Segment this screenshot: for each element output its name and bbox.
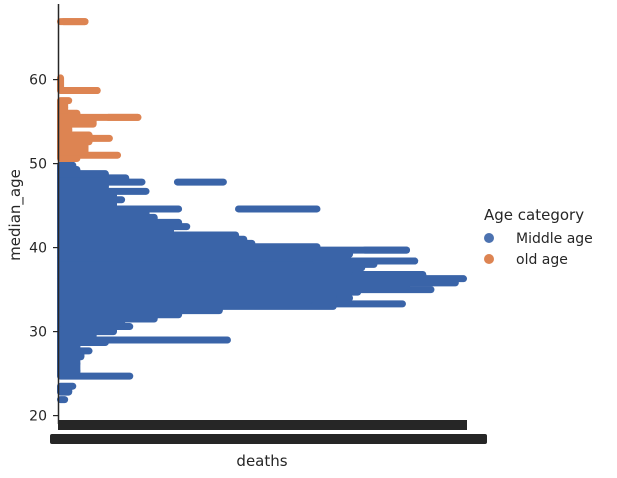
point-cluster (173, 178, 227, 186)
y-tick-label: 50 (29, 157, 47, 173)
point-fill (57, 147, 89, 156)
legend-marker-middle-age (484, 233, 494, 243)
point-band (57, 161, 77, 169)
axes: 20 30 40 50 60 (29, 4, 467, 430)
point-band (57, 396, 69, 404)
point-cluster (361, 246, 411, 254)
x-axis-label: deaths (236, 452, 287, 470)
y-tick-label: 30 (29, 325, 47, 341)
point-fill (57, 82, 65, 91)
point-band (57, 382, 77, 390)
point-cluster (80, 87, 101, 95)
point-fill (57, 363, 81, 372)
point-band (57, 336, 231, 344)
y-tick-label: 40 (29, 241, 47, 257)
x-axis-band (58, 420, 467, 430)
point-cluster (60, 18, 89, 26)
point-cluster (104, 113, 142, 121)
y-axis-label: median_age (6, 169, 25, 261)
legend-marker-old-age (484, 254, 494, 264)
series-old-age (57, 18, 142, 163)
legend-label-middle-age: Middle age (516, 231, 593, 247)
series-middle-age (57, 161, 467, 404)
legend-title: Age category (484, 206, 584, 224)
x-tick-labels-overlap (50, 434, 487, 444)
legend-label-old-age: old age (516, 252, 568, 268)
x-tick-labels (50, 434, 487, 444)
y-tick-label: 20 (29, 409, 47, 425)
legend: Age category Middle age old age (484, 206, 593, 268)
point-cluster (312, 257, 419, 265)
y-tick-label: 60 (29, 73, 47, 89)
point-cluster (235, 205, 321, 213)
point-band (57, 97, 73, 105)
